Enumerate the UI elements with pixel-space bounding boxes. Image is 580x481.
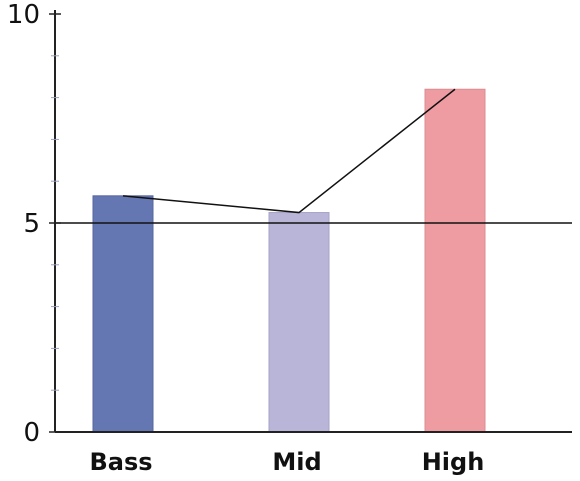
overlay-line-layer bbox=[122, 88, 456, 214]
x-category-label: Bass bbox=[89, 448, 152, 476]
y-tick-label: 10 bbox=[7, 0, 40, 30]
labels-layer: 0 5 10 Bass Mid High bbox=[7, 0, 484, 476]
bar-bass bbox=[92, 195, 154, 433]
bar-high bbox=[424, 88, 486, 433]
y-tick-label: 0 bbox=[23, 418, 40, 448]
bars-layer bbox=[92, 88, 486, 433]
x-category-label: Mid bbox=[272, 448, 321, 476]
bar-mid bbox=[268, 212, 330, 433]
y-tick-label: 5 bbox=[23, 209, 40, 239]
x-category-label: High bbox=[422, 448, 485, 476]
axes-layer bbox=[49, 10, 572, 433]
overlay-line bbox=[122, 88, 456, 214]
